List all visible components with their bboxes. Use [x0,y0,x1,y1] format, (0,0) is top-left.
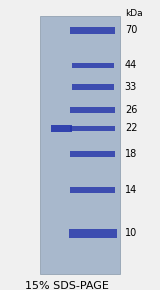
FancyBboxPatch shape [70,27,115,34]
FancyBboxPatch shape [40,16,120,274]
Text: 33: 33 [125,82,137,92]
Text: kDa: kDa [125,8,142,18]
Text: 18: 18 [125,149,137,159]
FancyBboxPatch shape [72,84,114,90]
FancyBboxPatch shape [69,229,117,238]
FancyBboxPatch shape [72,63,114,68]
FancyBboxPatch shape [70,151,115,157]
Text: 10: 10 [125,229,137,238]
Text: 15% SDS-PAGE: 15% SDS-PAGE [25,281,109,290]
Text: 14: 14 [125,185,137,195]
Text: 70: 70 [125,26,137,35]
FancyBboxPatch shape [51,124,72,132]
FancyBboxPatch shape [70,126,115,131]
Text: 22: 22 [125,123,137,133]
Text: 44: 44 [125,60,137,70]
Text: 26: 26 [125,105,137,115]
FancyBboxPatch shape [70,187,115,193]
FancyBboxPatch shape [70,107,115,113]
